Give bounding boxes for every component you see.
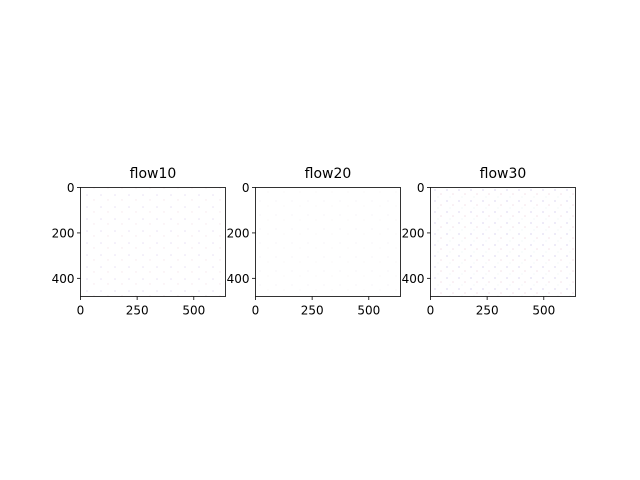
y-tick-label: 200	[52, 226, 75, 240]
y-tick-label: 200	[227, 226, 250, 240]
flow-image	[80, 187, 226, 297]
subplot-1: flow10 0 250 500 0 200 400	[52, 166, 226, 318]
y-tick-label: 200	[402, 226, 425, 240]
x-tick-label: 250	[301, 304, 324, 318]
flow-image	[255, 187, 401, 297]
axes-frame	[255, 187, 401, 297]
subplot-title: flow30	[480, 166, 527, 182]
x-tick-label: 500	[182, 304, 205, 318]
y-tick-label: 400	[52, 272, 75, 286]
x-tick-label: 250	[126, 304, 149, 318]
y-tick-label: 0	[417, 181, 425, 195]
x-tick-label: 250	[476, 304, 499, 318]
flow-image	[430, 187, 576, 297]
subplot-2: flow20 0 250 500 0 200 400	[227, 166, 401, 318]
y-tick-label: 0	[242, 181, 250, 195]
y-tick-label: 400	[402, 272, 425, 286]
x-tick-label: 500	[357, 304, 380, 318]
x-tick-label: 0	[427, 304, 435, 318]
y-tick-label: 0	[67, 181, 75, 195]
subplot-3: flow30 0 250 500 0 200 400	[402, 166, 576, 318]
x-tick-label: 500	[532, 304, 555, 318]
axes-frame	[80, 187, 226, 297]
axes-frame	[430, 187, 576, 297]
x-tick-label: 0	[77, 304, 85, 318]
subplot-title: flow20	[305, 166, 352, 182]
x-tick-label: 0	[252, 304, 260, 318]
subplot-title: flow10	[130, 166, 177, 182]
y-tick-label: 400	[227, 272, 250, 286]
